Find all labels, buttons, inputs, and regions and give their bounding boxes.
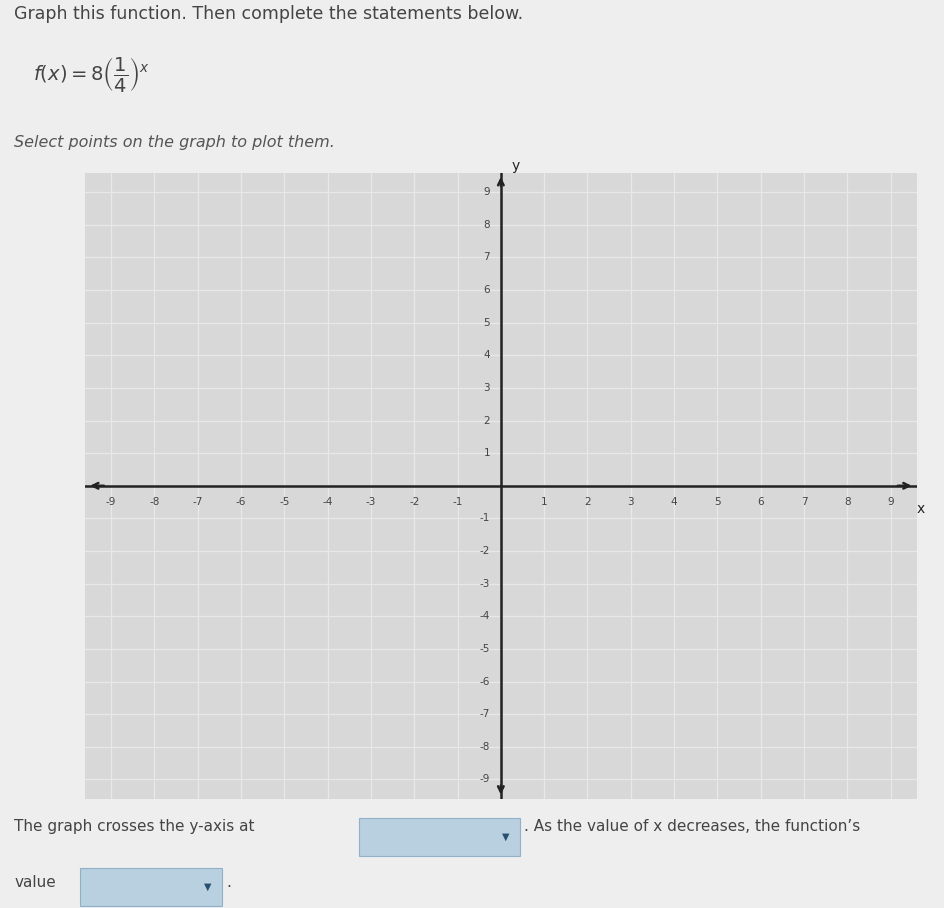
Text: 7: 7 [483, 252, 490, 262]
Text: 7: 7 [800, 498, 806, 508]
Text: -9: -9 [480, 775, 490, 785]
Text: .: . [227, 875, 231, 891]
Text: 4: 4 [670, 498, 677, 508]
Text: -1: -1 [452, 498, 463, 508]
Text: value: value [14, 875, 56, 891]
Text: 2: 2 [583, 498, 590, 508]
Text: 3: 3 [483, 383, 490, 393]
Text: 6: 6 [756, 498, 764, 508]
Text: -7: -7 [480, 709, 490, 719]
Text: The graph crosses the y-axis at: The graph crosses the y-axis at [14, 819, 254, 834]
Text: 5: 5 [483, 318, 490, 328]
Text: -6: -6 [480, 676, 490, 686]
Text: 5: 5 [714, 498, 720, 508]
Text: -8: -8 [149, 498, 160, 508]
Text: 2: 2 [483, 416, 490, 426]
Text: . As the value of x decreases, the function’s: . As the value of x decreases, the funct… [524, 819, 860, 834]
Text: ▼: ▼ [204, 882, 211, 892]
Text: 9: 9 [886, 498, 893, 508]
Text: -4: -4 [322, 498, 332, 508]
Text: -1: -1 [480, 513, 490, 523]
Text: 1: 1 [540, 498, 547, 508]
Text: 6: 6 [483, 285, 490, 295]
Text: -2: -2 [480, 546, 490, 556]
Text: 3: 3 [627, 498, 633, 508]
Text: 8: 8 [483, 220, 490, 230]
Text: -9: -9 [106, 498, 116, 508]
Text: 4: 4 [483, 350, 490, 360]
Text: y: y [511, 159, 519, 173]
Text: -4: -4 [480, 611, 490, 621]
Text: 9: 9 [483, 187, 490, 197]
Text: 8: 8 [843, 498, 850, 508]
Text: Graph this function. Then complete the statements below.: Graph this function. Then complete the s… [14, 5, 523, 24]
Text: -3: -3 [480, 578, 490, 588]
Text: 1: 1 [483, 449, 490, 459]
Text: x: x [916, 502, 924, 516]
Text: Select points on the graph to plot them.: Select points on the graph to plot them. [14, 135, 335, 150]
Text: -2: -2 [409, 498, 419, 508]
Text: ▼: ▼ [501, 832, 509, 842]
Text: $f(x) = 8\left(\dfrac{1}{4}\right)^x$: $f(x) = 8\left(\dfrac{1}{4}\right)^x$ [33, 55, 150, 94]
Text: -5: -5 [480, 644, 490, 654]
Text: -6: -6 [236, 498, 245, 508]
Text: -3: -3 [365, 498, 376, 508]
Text: -8: -8 [480, 742, 490, 752]
Text: -7: -7 [193, 498, 203, 508]
FancyBboxPatch shape [359, 817, 519, 855]
FancyBboxPatch shape [80, 868, 222, 906]
Text: -5: -5 [278, 498, 289, 508]
